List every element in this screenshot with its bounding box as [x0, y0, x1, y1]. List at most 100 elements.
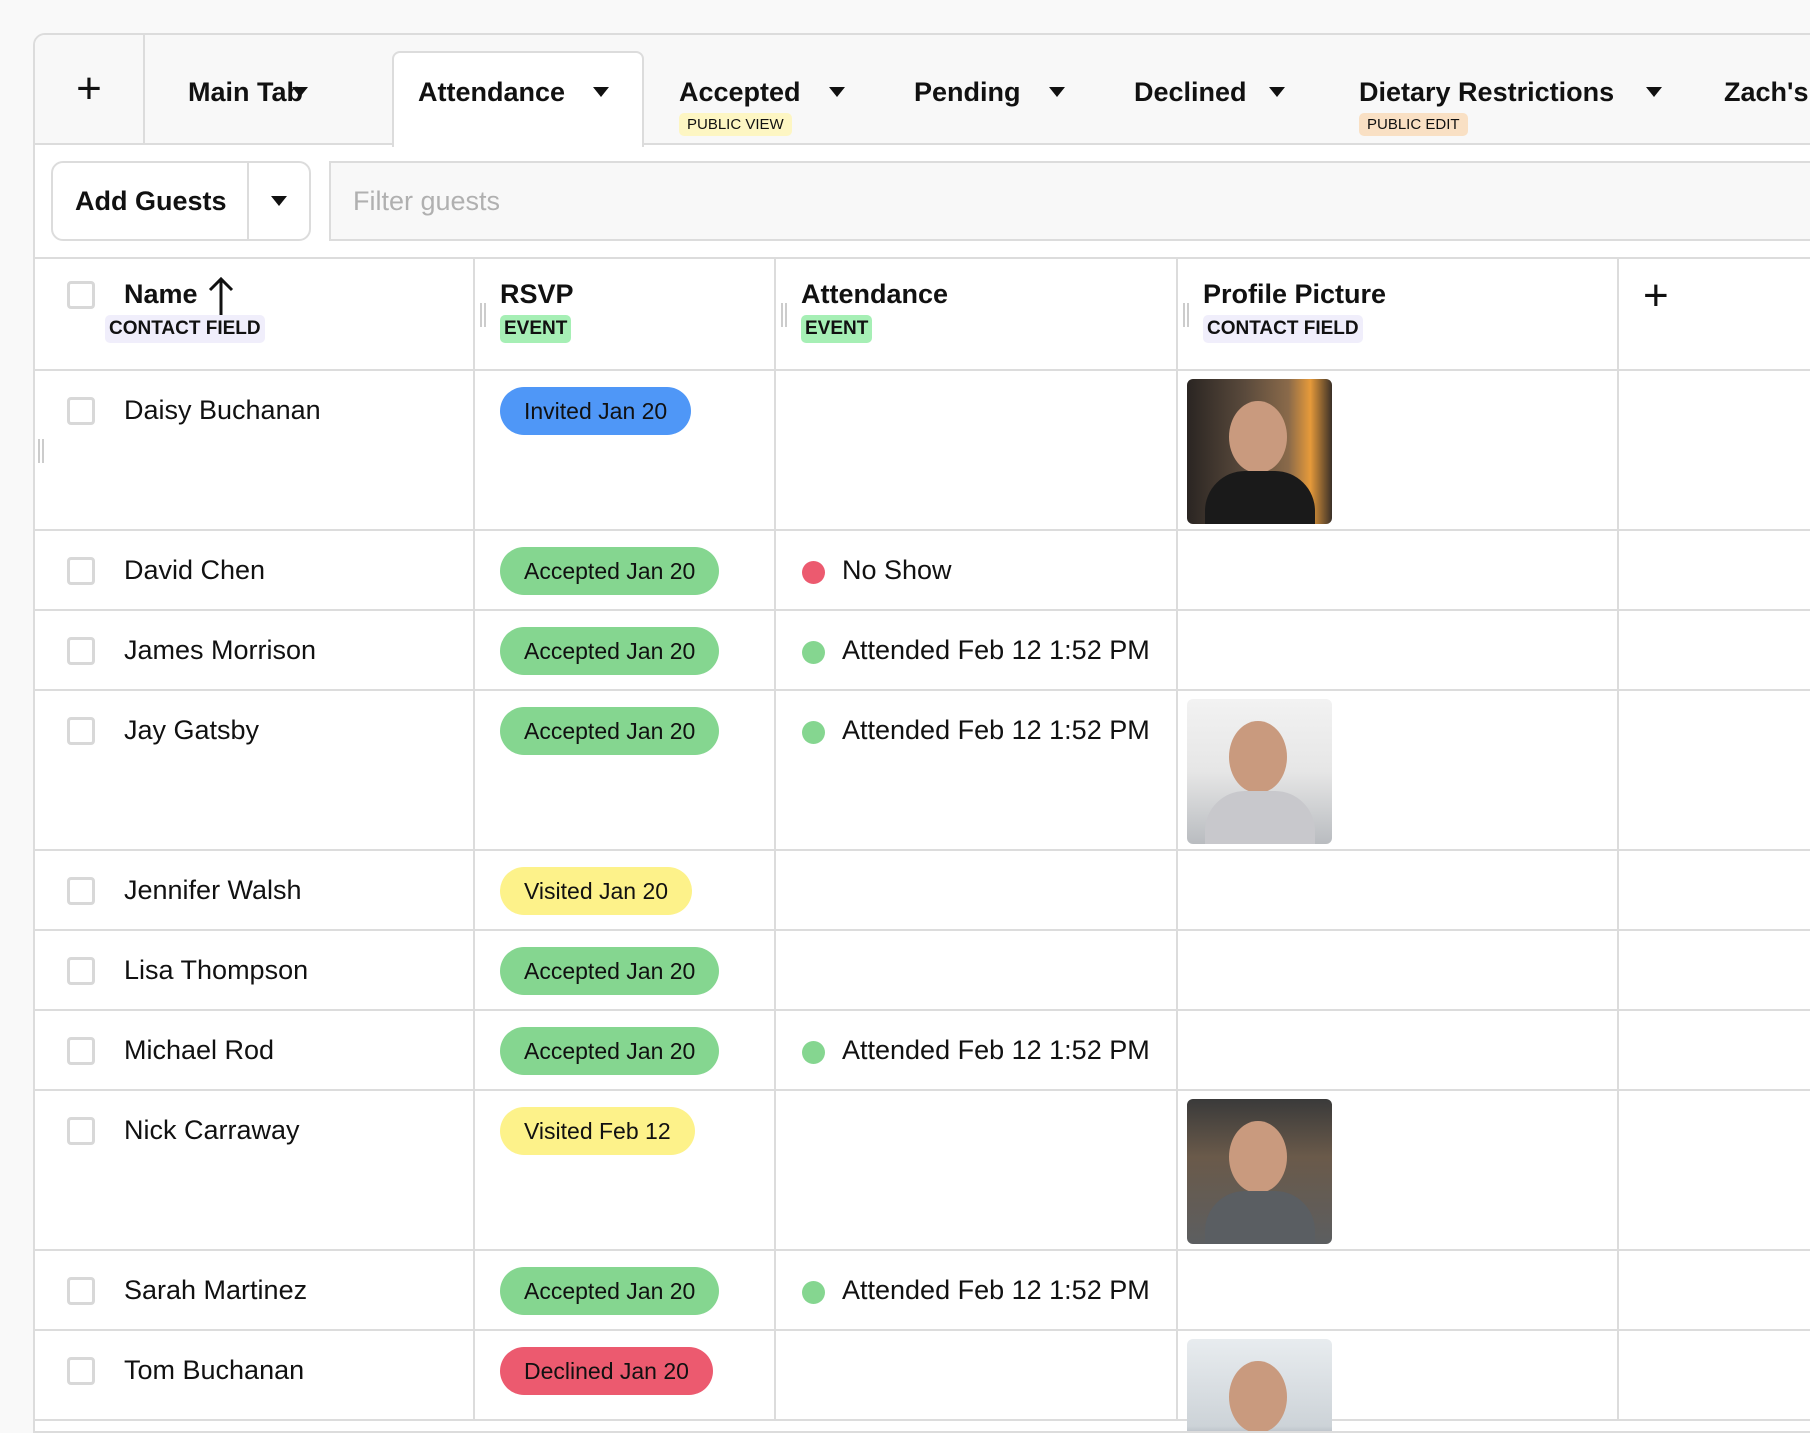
profile-photo[interactable]	[1187, 1339, 1332, 1431]
tab-zachs[interactable]: Zach's	[1724, 35, 1810, 145]
add-guests-dropdown[interactable]	[249, 163, 309, 239]
profile-picture-cell[interactable]	[1178, 611, 1619, 689]
column-resize-handle[interactable]	[480, 303, 486, 327]
chevron-down-icon[interactable]	[1049, 87, 1065, 97]
table-row[interactable]: Tom Buchanan Declined Jan 20	[35, 1331, 1810, 1431]
rsvp-status-pill[interactable]: Accepted Jan 20	[500, 1267, 720, 1315]
name-cell[interactable]: Jay Gatsby	[35, 691, 475, 849]
profile-picture-cell[interactable]	[1178, 691, 1619, 849]
name-cell[interactable]: Tom Buchanan	[35, 1331, 475, 1419]
sort-ascending-arrow-icon[interactable]	[206, 275, 236, 317]
attendance-cell[interactable]: Attended Feb 12 1:52 PM	[776, 611, 1178, 689]
column-resize-handle[interactable]	[1183, 303, 1189, 327]
row-checkbox[interactable]	[67, 717, 95, 745]
profile-picture-cell[interactable]	[1178, 1251, 1619, 1329]
profile-photo[interactable]	[1187, 379, 1332, 524]
add-guests-button[interactable]: Add Guests	[53, 163, 249, 239]
rsvp-status-pill[interactable]: Accepted Jan 20	[500, 707, 720, 755]
add-column-button[interactable]: +	[1619, 259, 1810, 369]
rsvp-status-pill[interactable]: Accepted Jan 20	[500, 627, 720, 675]
rsvp-cell[interactable]: Invited Jan 20	[475, 371, 776, 529]
row-checkbox[interactable]	[67, 397, 95, 425]
column-header-rsvp[interactable]: RSVP EVENT	[475, 259, 776, 369]
rsvp-status-pill[interactable]: Accepted Jan 20	[500, 947, 720, 995]
name-cell[interactable]: Jennifer Walsh	[35, 851, 475, 929]
table-row[interactable]: Jay Gatsby Accepted Jan 20 Attended Feb …	[35, 691, 1810, 851]
rsvp-cell[interactable]: Accepted Jan 20	[475, 1251, 776, 1329]
rsvp-status-pill[interactable]: Declined Jan 20	[500, 1347, 713, 1395]
profile-photo[interactable]	[1187, 1099, 1332, 1244]
row-drag-handle[interactable]	[38, 439, 44, 463]
name-cell[interactable]: Lisa Thompson	[35, 931, 475, 1009]
rsvp-cell[interactable]: Declined Jan 20	[475, 1331, 776, 1419]
profile-picture-cell[interactable]	[1178, 531, 1619, 609]
row-checkbox[interactable]	[67, 1357, 95, 1385]
rsvp-status-pill[interactable]: Accepted Jan 20	[500, 547, 720, 595]
table-row[interactable]: James Morrison Accepted Jan 20 Attended …	[35, 611, 1810, 691]
rsvp-status-pill[interactable]: Visited Jan 20	[500, 867, 693, 915]
attendance-cell[interactable]	[776, 1091, 1178, 1249]
name-cell[interactable]: Michael Rod	[35, 1011, 475, 1089]
attendance-cell[interactable]: No Show	[776, 531, 1178, 609]
table-row[interactable]: Sarah Martinez Accepted Jan 20 Attended …	[35, 1251, 1810, 1331]
table-row[interactable]: David Chen Accepted Jan 20 No Show	[35, 531, 1810, 611]
row-checkbox[interactable]	[67, 1117, 95, 1145]
profile-picture-cell[interactable]	[1178, 371, 1619, 529]
attendance-cell[interactable]	[776, 931, 1178, 1009]
chevron-down-icon[interactable]	[292, 87, 308, 97]
column-header-profile-picture[interactable]: Profile Picture CONTACT FIELD	[1178, 259, 1619, 369]
profile-photo[interactable]	[1187, 699, 1332, 844]
tab-dietary-restrictions[interactable]: Dietary Restrictions PUBLIC EDIT	[1359, 35, 1689, 145]
chevron-down-icon[interactable]	[829, 87, 845, 97]
name-cell[interactable]: James Morrison	[35, 611, 475, 689]
attendance-cell[interactable]	[776, 1331, 1178, 1419]
name-cell[interactable]: David Chen	[35, 531, 475, 609]
profile-picture-cell[interactable]	[1178, 851, 1619, 929]
rsvp-cell[interactable]: Accepted Jan 20	[475, 611, 776, 689]
tab-accepted[interactable]: Accepted PUBLIC VIEW	[679, 35, 889, 145]
profile-picture-cell[interactable]	[1178, 931, 1619, 1009]
attendance-cell[interactable]: Attended Feb 12 1:52 PM	[776, 1251, 1178, 1329]
column-header-attendance[interactable]: Attendance EVENT	[776, 259, 1178, 369]
add-tab-button[interactable]: +	[35, 35, 145, 143]
row-checkbox[interactable]	[67, 1037, 95, 1065]
tab-declined[interactable]: Declined	[1134, 35, 1334, 145]
column-resize-handle[interactable]	[781, 303, 787, 327]
table-row[interactable]: Jennifer Walsh Visited Jan 20	[35, 851, 1810, 931]
table-row[interactable]: Michael Rod Accepted Jan 20 Attended Feb…	[35, 1011, 1810, 1091]
attendance-cell[interactable]	[776, 371, 1178, 529]
column-header-name[interactable]: Name CONTACT FIELD	[35, 259, 475, 369]
chevron-down-icon[interactable]	[593, 87, 609, 97]
rsvp-status-pill[interactable]: Visited Feb 12	[500, 1107, 695, 1155]
table-row[interactable]: Daisy Buchanan Invited Jan 20	[35, 371, 1810, 531]
row-checkbox[interactable]	[67, 637, 95, 665]
rsvp-cell[interactable]: Accepted Jan 20	[475, 691, 776, 849]
profile-picture-cell[interactable]	[1178, 1091, 1619, 1249]
rsvp-status-pill[interactable]: Invited Jan 20	[500, 387, 692, 435]
tab-pending[interactable]: Pending	[914, 35, 1114, 145]
profile-picture-cell[interactable]	[1178, 1011, 1619, 1089]
row-checkbox[interactable]	[67, 877, 95, 905]
chevron-down-icon[interactable]	[1269, 87, 1285, 97]
rsvp-cell[interactable]: Accepted Jan 20	[475, 531, 776, 609]
table-row[interactable]: Lisa Thompson Accepted Jan 20	[35, 931, 1810, 1011]
chevron-down-icon[interactable]	[1646, 87, 1662, 97]
rsvp-cell[interactable]: Accepted Jan 20	[475, 931, 776, 1009]
attendance-cell[interactable]	[776, 851, 1178, 929]
rsvp-cell[interactable]: Accepted Jan 20	[475, 1011, 776, 1089]
filter-guests-input[interactable]	[329, 161, 1810, 241]
rsvp-cell[interactable]: Visited Feb 12	[475, 1091, 776, 1249]
row-checkbox[interactable]	[67, 557, 95, 585]
name-cell[interactable]: Daisy Buchanan	[35, 371, 475, 529]
row-checkbox[interactable]	[67, 1277, 95, 1305]
rsvp-cell[interactable]: Visited Jan 20	[475, 851, 776, 929]
select-all-checkbox[interactable]	[67, 281, 95, 309]
name-cell[interactable]: Nick Carraway	[35, 1091, 475, 1249]
tab-attendance[interactable]: Attendance	[392, 51, 644, 147]
profile-picture-cell[interactable]	[1178, 1331, 1619, 1431]
name-cell[interactable]: Sarah Martinez	[35, 1251, 475, 1329]
rsvp-status-pill[interactable]: Accepted Jan 20	[500, 1027, 720, 1075]
table-row[interactable]: Nick Carraway Visited Feb 12	[35, 1091, 1810, 1251]
tab-main[interactable]: Main Tab	[145, 35, 375, 145]
attendance-cell[interactable]: Attended Feb 12 1:52 PM	[776, 1011, 1178, 1089]
